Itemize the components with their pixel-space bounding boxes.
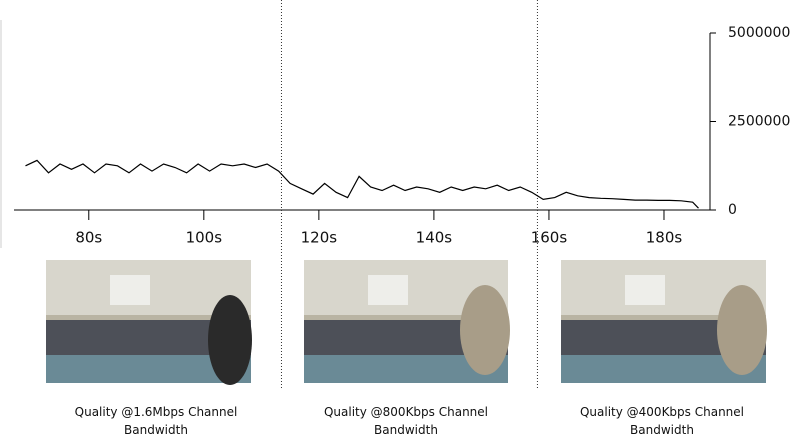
x-tick-label: 180s (646, 229, 683, 247)
caption: Quality @1.6Mbps Channel Bandwidth (74, 405, 238, 437)
x-tick-label: 160s (531, 229, 568, 247)
photo (561, 260, 767, 383)
y-tick-label: 2500000 (728, 114, 790, 130)
data-line (25, 159, 699, 209)
x-tick-label: 120s (301, 229, 338, 247)
x-tick-label: 140s (416, 229, 453, 247)
photo (46, 260, 252, 385)
y-tick-label: 0 (728, 202, 737, 218)
caption: Quality @800Kbps Channel Bandwidth (323, 405, 489, 437)
x-tick-label: 100s (186, 229, 223, 247)
caption: Quality @400Kbps Channel Bandwidth (579, 405, 745, 437)
x-tick-label: 80s (75, 229, 102, 247)
y-tick-label: 5000000 (728, 25, 790, 41)
photo (304, 260, 510, 383)
